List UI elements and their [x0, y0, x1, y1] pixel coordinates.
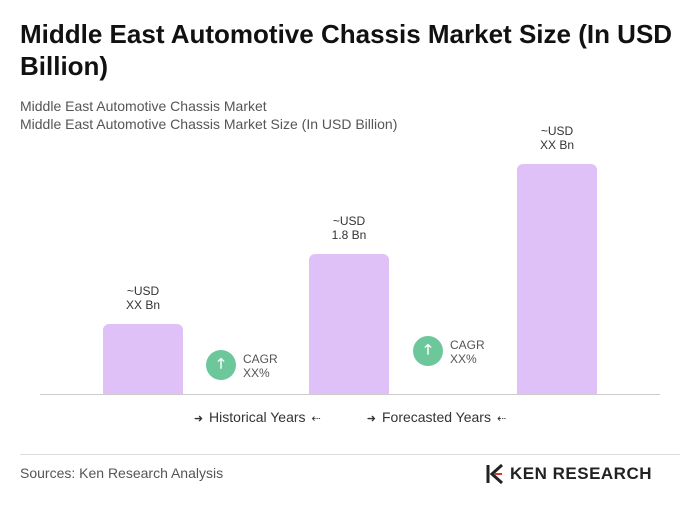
separator	[20, 454, 680, 455]
logo: KEN RESEARCH	[486, 464, 652, 484]
subtitle: Middle East Automotive Chassis Market	[20, 98, 267, 114]
bar	[103, 323, 183, 394]
bar	[517, 164, 597, 394]
cagr-icon: 🡑	[413, 336, 443, 366]
annotation: CAGR XX%	[450, 338, 485, 366]
legend-item: ➜ Forecasted Years ⇠	[366, 409, 507, 425]
annotation: CAGR XX%	[243, 352, 278, 380]
source: Sources: Ken Research Analysis	[20, 465, 224, 481]
value-label: ~USD 1.8 Bn	[331, 213, 367, 242]
legend: ➜ Historical Years ⇠ ➜ Forecasted Years ⇠	[0, 409, 700, 425]
value-label: ~USD XX Bn	[539, 124, 575, 152]
chart-title: Middle East Automotive Chassis Market Si…	[20, 19, 673, 81]
legend-label: Forecasted Years	[381, 409, 491, 425]
legend-item: ➜ Historical Years ⇠	[193, 409, 321, 425]
logo-icon	[486, 464, 504, 484]
value-label: ~USD XX Bn	[125, 283, 161, 312]
logo-text: KEN RESEARCH	[510, 464, 653, 483]
baseline	[40, 394, 660, 395]
cagr-icon: 🡑	[206, 350, 236, 380]
subtitle: Middle East Automotive Chassis Market Si…	[20, 116, 398, 132]
legend-label: Historical Years	[209, 409, 306, 425]
bar	[309, 253, 389, 394]
